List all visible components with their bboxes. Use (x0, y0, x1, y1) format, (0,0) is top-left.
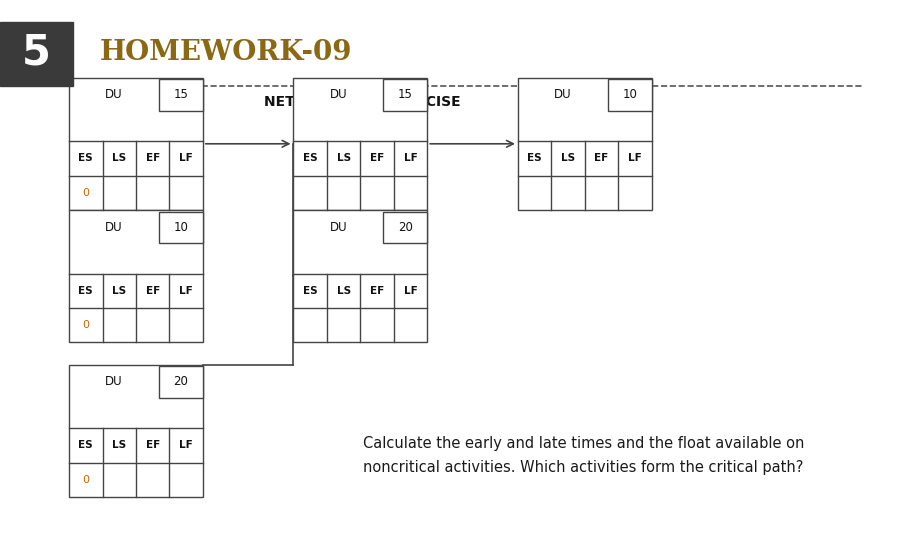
Bar (383, 79, 427, 111)
Text: DU: DU (329, 88, 347, 102)
Bar (69, 78, 202, 210)
Text: ES: ES (303, 286, 318, 296)
Text: DU: DU (105, 221, 122, 234)
Text: LF: LF (179, 286, 193, 296)
Text: 0: 0 (82, 475, 89, 485)
Bar (608, 79, 652, 111)
Bar (69, 210, 202, 342)
Text: EF: EF (370, 153, 384, 163)
Text: LF: LF (628, 153, 642, 163)
Text: 10: 10 (174, 221, 188, 234)
Text: EF: EF (370, 286, 384, 296)
Text: LS: LS (112, 286, 126, 296)
Text: LF: LF (179, 440, 193, 450)
Text: 10: 10 (622, 88, 637, 102)
Text: ES: ES (78, 440, 93, 450)
Text: DU: DU (329, 221, 347, 234)
Text: DU: DU (554, 88, 572, 102)
Text: ES: ES (78, 286, 93, 296)
Text: DU: DU (105, 375, 122, 389)
Bar (518, 78, 652, 210)
Bar (293, 78, 428, 210)
Text: ES: ES (527, 153, 542, 163)
Bar (158, 79, 202, 111)
Bar (383, 211, 427, 243)
Text: 0: 0 (82, 320, 89, 330)
Bar (69, 365, 202, 497)
Text: 20: 20 (174, 375, 188, 389)
Text: LS: LS (561, 153, 575, 163)
Text: 20: 20 (398, 221, 412, 234)
Text: HOMEWORK-09: HOMEWORK-09 (99, 39, 352, 66)
Text: LS: LS (112, 440, 126, 450)
Text: EF: EF (146, 440, 160, 450)
Bar (0, 22, 74, 86)
Text: LS: LS (337, 286, 351, 296)
Text: 15: 15 (174, 88, 188, 102)
Text: EF: EF (594, 153, 608, 163)
Text: Calculate the early and late times and the float available on
noncritical activi: Calculate the early and late times and t… (363, 436, 804, 475)
Text: LF: LF (404, 153, 418, 163)
Text: 15: 15 (398, 88, 412, 102)
Bar (158, 366, 202, 398)
Text: DU: DU (105, 88, 122, 102)
Text: 0: 0 (82, 188, 89, 198)
Text: EF: EF (146, 286, 160, 296)
Text: LS: LS (112, 153, 126, 163)
Text: LF: LF (404, 286, 418, 296)
Text: ES: ES (303, 153, 318, 163)
Text: ES: ES (78, 153, 93, 163)
Text: 5: 5 (22, 31, 50, 73)
Text: EF: EF (146, 153, 160, 163)
Bar (293, 210, 428, 342)
Bar (158, 211, 202, 243)
Text: LS: LS (337, 153, 351, 163)
Text: LF: LF (179, 153, 193, 163)
Text: NETWORK FOR EXERCISE: NETWORK FOR EXERCISE (265, 95, 461, 109)
